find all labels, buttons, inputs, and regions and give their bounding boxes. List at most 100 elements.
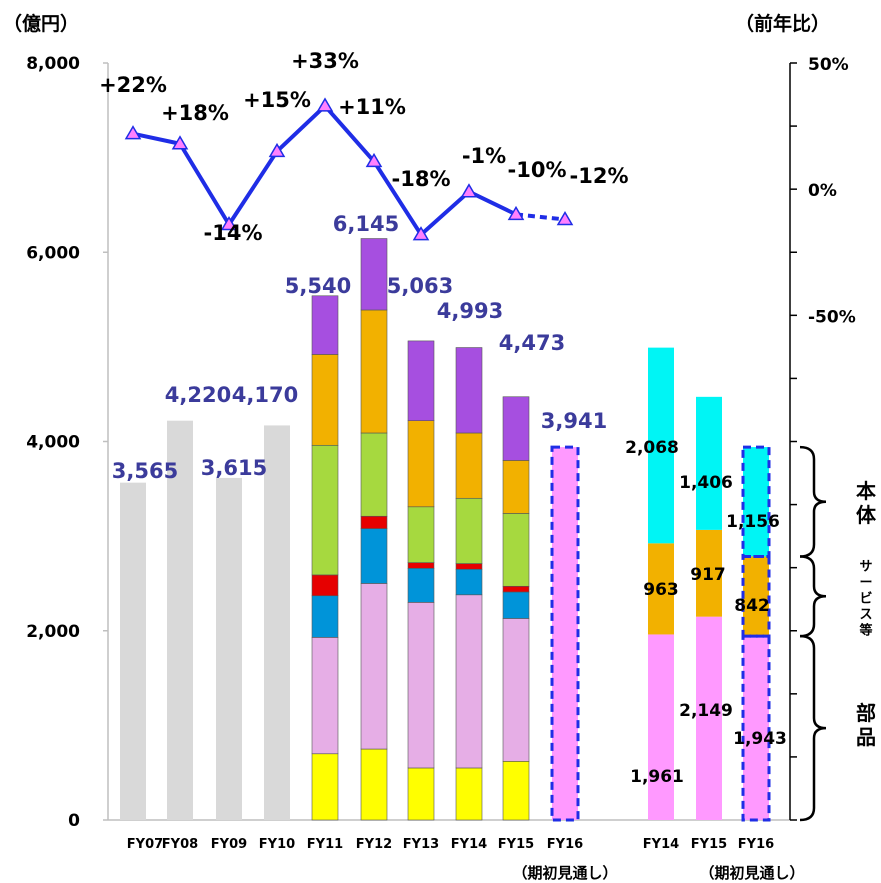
bar-segment-red-FY14 [455,563,483,570]
bar-segment-purple-FY15 [502,396,530,461]
forecast-note-left: （期初見通し） [512,864,617,882]
left-axis-title: （億円） [3,12,79,35]
right-bar-cyan-FY15 [696,396,722,530]
bar-segment-lightpink-FY15 [502,618,530,762]
brace-body [799,445,827,558]
yoy-label: +15% [243,88,311,112]
segment-label-pink: 2,149 [679,701,733,721]
bar-forecast-FY16 [550,445,580,822]
x-tick-label: FY16 [547,837,583,852]
total-label-FY14: 4,993 [437,299,503,323]
bar-segment-yellow-FY13 [407,767,435,821]
left-tick-label: 4,000 [26,433,80,453]
total-label-FY16: 3,941 [541,409,607,433]
bar-segment-purple-FY12 [360,238,388,311]
bar-segment-purple-FY14 [455,347,483,434]
x-tick-label-right: FY14 [643,837,679,852]
segment-label-pink: 1,943 [733,729,787,749]
segment-label-cyan: 2,068 [625,438,679,458]
bar-segment-red-FY15 [502,585,530,593]
total-label-FY08: 4,220 [165,383,231,407]
right-tick-label: 0% [808,181,837,201]
left-tick-label: 8,000 [26,54,80,74]
bar-segment-red-FY12 [360,515,388,529]
yoy-marker [556,210,574,226]
bar-segment-blue-FY15 [502,591,530,619]
bar-segment-yellow-FY11 [311,753,339,821]
bar-segment-lightpink-FY14 [455,594,483,769]
right-bar-pink-FY16 [743,636,769,820]
bar-segment-purple-FY13 [407,340,435,421]
yoy-line-dashed [515,212,566,222]
bar-segment-orange-FY14 [455,432,483,499]
bar-segment-lightpink-FY12 [360,583,388,750]
yoy-marker [365,152,383,168]
bar-gray-FY09 [216,477,242,820]
bar-segment-red-FY13 [407,562,435,569]
x-tick-label: FY11 [307,837,343,852]
bar-segment-blue-FY11 [311,595,339,638]
yoy-line-solid [132,103,517,237]
yoy-marker [171,135,189,150]
bar-segment-yellow-FY14 [455,767,483,821]
x-tick-label: FY09 [211,837,247,852]
right-bar-pink-FY14 [648,634,674,820]
right-bar-cyan-FY14 [648,347,674,544]
brace-parts [799,634,827,822]
bar-segment-lightpink-FY11 [311,637,339,755]
bar-segment-green-FY14 [455,497,483,564]
forecast-note-right: （期初見通し） [699,864,804,882]
bar-gray-FY08 [167,420,193,820]
right-bar-orange-FY15 [696,529,722,617]
bar-segment-orange-FY13 [407,420,435,508]
yoy-label: +22% [99,73,167,97]
right-bar-cyan-FY16 [743,447,769,557]
brace-label-body: 本 [856,479,876,503]
yoy-label: -10% [508,158,567,182]
brace-label-service: 等 [858,622,872,638]
bar-segment-yellow-FY12 [360,748,388,821]
left-tick-label: 2,000 [26,622,80,642]
x-tick-label: FY13 [403,837,439,852]
bar-segment-purple-FY11 [311,295,339,355]
yoy-marker [316,97,334,112]
bar-segment-blue-FY12 [360,528,388,584]
yoy-label: -18% [392,167,451,191]
segment-label-pink: 1,961 [630,767,684,787]
right-tick-label: -50% [808,307,856,327]
segment-label-cyan: 1,406 [679,473,733,493]
bar-segment-green-FY12 [360,432,388,517]
x-tick-label-right: FY16 [738,837,774,852]
brace-label-service: サ [859,559,872,574]
yoy-line [124,97,574,241]
yoy-label: -12% [570,164,629,188]
brace-service [799,555,827,638]
bar-segment-green-FY15 [502,513,530,587]
total-label-FY09: 3,615 [201,456,267,480]
right-bar-orange-FY14 [648,543,674,635]
x-tick-label: FY14 [451,837,487,852]
brace-label-service: ー [859,575,872,590]
yoy-marker [412,226,430,241]
x-tick-label: FY15 [498,837,534,852]
right-bar-orange-FY16 [743,556,769,637]
yoy-label: +18% [161,101,229,125]
segment-label-orange: 917 [690,565,726,585]
brace-label-parts: 部 [856,701,876,725]
left-tick-label: 0 [68,811,80,831]
bar-segment-lightpink-FY13 [407,602,435,769]
yoy-label: -14% [204,221,263,245]
segment-label-orange: 963 [643,580,679,600]
yoy-marker [220,216,238,231]
bar-segment-orange-FY11 [311,354,339,446]
axes: （億円） （前年比） 0 2,000 4,000 6,000 8,000 50% 0% -50% F… [3,12,856,882]
yoy-marker [268,142,286,158]
bar-segment-yellow-FY15 [502,761,530,821]
yoy-label: -1% [462,144,506,168]
x-tick-label-right: FY15 [691,837,727,852]
yoy-marker [507,205,525,221]
bar-gray-FY10 [264,425,290,820]
left-tick-label: 6,000 [26,243,80,263]
right-axis-title: （前年比） [735,12,830,35]
